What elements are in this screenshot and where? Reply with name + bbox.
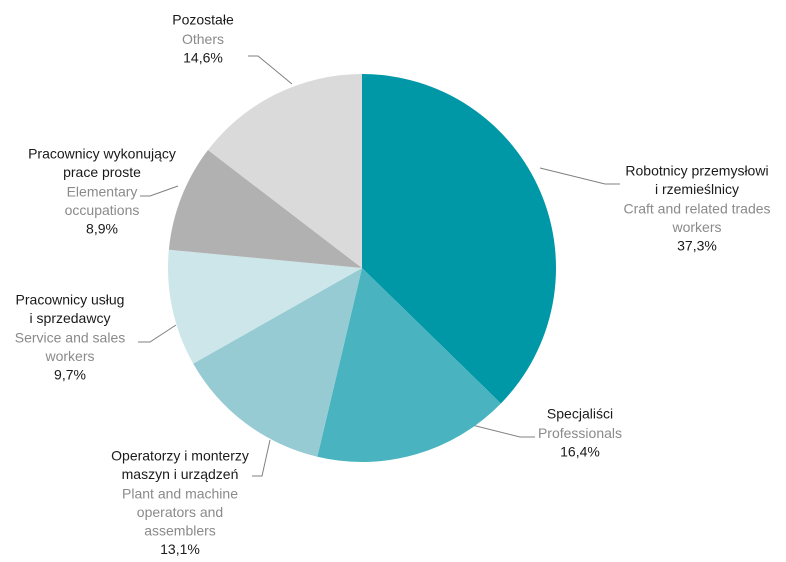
leader-line — [138, 324, 177, 343]
category-label: Operatorzy i monterzy — [111, 448, 249, 464]
english-label: Plant and machine — [122, 486, 238, 502]
leader-line — [140, 185, 179, 197]
english-label: Craft and related trades — [623, 201, 770, 217]
value-label: 14,6% — [183, 50, 223, 66]
english-label: workers — [671, 219, 721, 235]
value-label: 37,3% — [677, 238, 717, 254]
english-label: Others — [182, 31, 224, 47]
leader-line — [252, 439, 271, 477]
category-label: Pracownicy wykonujący — [28, 146, 176, 162]
english-label: operators and — [137, 504, 223, 520]
pie-slice — [362, 74, 556, 404]
leader-line — [539, 167, 620, 185]
pie-slice — [168, 249, 362, 364]
pie-slice — [317, 268, 501, 462]
category-label: Robotnicy przemysłowi — [625, 163, 768, 179]
category-label: Pracownicy usług — [16, 292, 125, 308]
english-label: workers — [44, 348, 94, 364]
leader-line — [467, 423, 535, 438]
value-label: 13,1% — [160, 541, 200, 557]
pie-slice — [193, 268, 362, 457]
category-label: i rzemieślnicy — [655, 181, 739, 197]
category-label: prace proste — [63, 164, 141, 180]
value-label: 9,7% — [54, 367, 86, 383]
english-label: occupations — [65, 202, 140, 218]
pie-slice — [168, 150, 362, 268]
category-label: Pozostałe — [172, 12, 234, 28]
english-label: Professionals — [538, 425, 622, 441]
english-label: Service and sales — [15, 330, 126, 346]
category-label: i sprzedawcy — [30, 310, 111, 326]
pie-slice — [207, 74, 362, 268]
english-label: assemblers — [144, 523, 216, 539]
value-label: 8,9% — [86, 221, 118, 237]
leader-line — [248, 55, 293, 85]
english-label: Elementary — [67, 184, 138, 200]
value-label: 16,4% — [560, 444, 600, 460]
category-label: maszyn i urządzeń — [122, 466, 239, 482]
category-label: Specjaliści — [547, 406, 613, 422]
